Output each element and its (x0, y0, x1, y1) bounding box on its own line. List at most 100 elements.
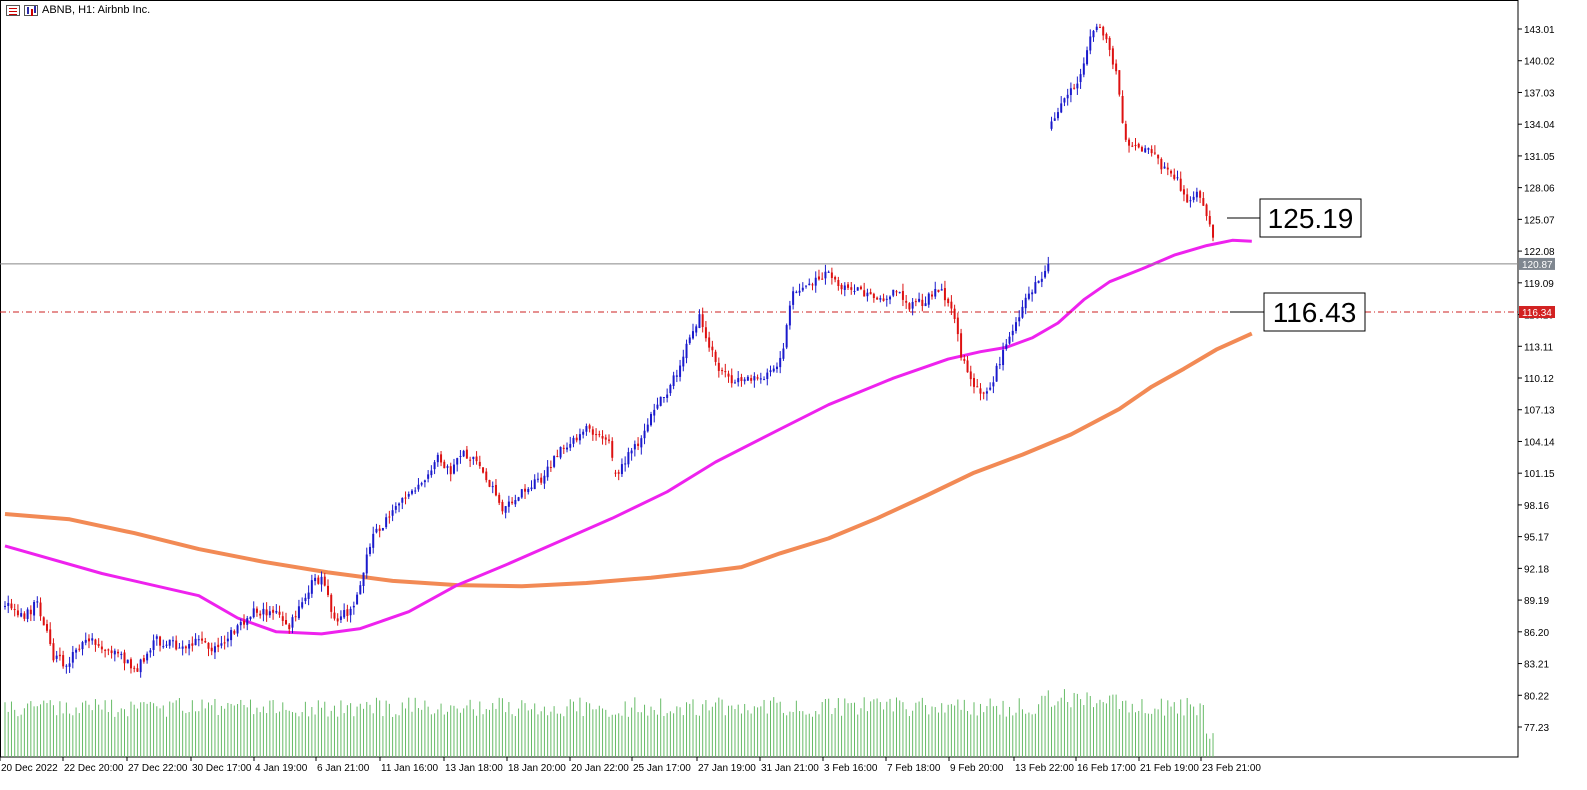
candle-body (714, 351, 717, 362)
candle-body (546, 466, 549, 478)
candle-body (863, 290, 866, 297)
candle-body (33, 601, 36, 616)
candle-body (630, 450, 633, 454)
candle-body (375, 528, 378, 533)
candle-body (359, 585, 362, 595)
candle-body (1105, 33, 1108, 40)
candle-body (898, 292, 901, 294)
candle-body (837, 279, 840, 287)
candle-body (120, 653, 123, 655)
candle-body (469, 459, 472, 461)
y-tick-label: 95.17 (1524, 533, 1549, 544)
candle-body (152, 640, 155, 650)
candle-body (272, 609, 275, 613)
candle-body (494, 484, 497, 496)
candle-body (372, 533, 375, 548)
y-tick-label: 140.02 (1524, 57, 1555, 68)
y-tick-label: 134.04 (1524, 120, 1555, 131)
candle-body (87, 638, 90, 642)
candle-body (475, 456, 478, 462)
candle-body (388, 516, 391, 518)
candle-body (436, 454, 439, 463)
candle-body (410, 490, 413, 494)
candle-body (4, 605, 6, 607)
candle-body (236, 625, 239, 634)
plot-border (0, 0, 1519, 758)
candle-body (543, 475, 546, 484)
candle-body (1092, 30, 1095, 38)
candle-body (398, 503, 401, 506)
candle-body (953, 308, 956, 320)
candle-body (847, 284, 850, 288)
candle-body (29, 609, 32, 615)
candle-body (963, 359, 966, 361)
candle-body (55, 655, 58, 659)
candle-body (782, 348, 785, 359)
candle-body (540, 477, 543, 483)
level-tag (1519, 305, 1555, 318)
candle-body (556, 456, 559, 458)
candle-body (595, 434, 598, 436)
candle-body (627, 452, 630, 465)
menu-icon[interactable] (6, 4, 20, 16)
candle-body (1166, 167, 1169, 170)
candle-body (81, 642, 84, 650)
candle-body (1040, 278, 1043, 282)
x-tick-label: 25 Jan 17:00 (633, 763, 691, 774)
candle-body (217, 644, 220, 648)
candle-body (843, 285, 846, 290)
candle-body (285, 620, 288, 625)
chart-type-icon[interactable] (24, 4, 38, 16)
candle-body (682, 356, 685, 367)
candle-body (356, 594, 359, 605)
candle-body (291, 617, 294, 628)
y-tick-label: 77.23 (1524, 723, 1549, 734)
candle-body (1024, 297, 1027, 309)
candle-body (611, 441, 614, 458)
candle-body (672, 375, 675, 386)
candle-body (746, 376, 749, 381)
candle-body (549, 466, 552, 468)
time-axis: 20 Dec 2022 22 Dec 20:00 27 Dec 22:00 30 De… (0, 757, 1261, 774)
candle-body (536, 478, 539, 480)
candle-body (927, 293, 930, 305)
candle-body (259, 613, 262, 616)
y-tick-label: 101.15 (1524, 469, 1555, 480)
candle-body (1086, 50, 1089, 65)
candle-body (485, 471, 488, 481)
candle-body (478, 461, 481, 467)
candle-body (695, 326, 698, 333)
candle-body (711, 346, 714, 351)
candle-body (992, 382, 995, 387)
candle-body (688, 337, 691, 344)
moving-average-fast (4, 238, 1252, 636)
candle-body (100, 646, 103, 650)
candle-body (759, 378, 762, 380)
candle-body (433, 462, 436, 470)
candle-body (443, 461, 446, 469)
candle-body (853, 290, 856, 292)
candle-body (210, 647, 213, 652)
candle-body (288, 624, 291, 630)
candle-body (52, 643, 55, 661)
candle-body (1056, 112, 1059, 119)
candle-body (91, 638, 94, 641)
candle-body (889, 296, 892, 300)
candle-body (724, 371, 727, 373)
x-tick-label: 13 Jan 18:00 (445, 763, 503, 774)
candle-body (511, 501, 514, 504)
candle-body (1063, 98, 1066, 103)
candle-body (501, 501, 504, 512)
candle-body (391, 510, 394, 516)
candle-body (1140, 147, 1143, 152)
y-tick-label: 89.19 (1524, 596, 1549, 607)
candle-body (110, 650, 113, 654)
candle-body (662, 397, 665, 399)
candle-body (821, 278, 824, 280)
x-tick-label: 13 Feb 22:00 (1015, 763, 1074, 774)
candle-body (507, 501, 510, 507)
candle-body (1144, 148, 1147, 153)
candle-body (1170, 170, 1173, 174)
candle-body (792, 291, 795, 305)
